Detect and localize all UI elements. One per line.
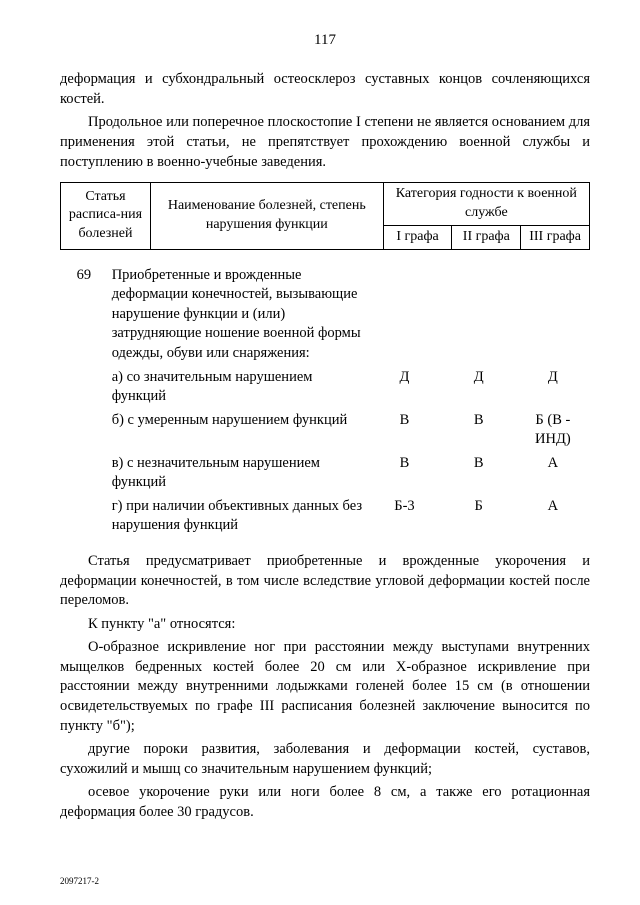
table-row: 69 Приобретенные и врожденные деформации… [60, 264, 590, 366]
cell: Д [442, 366, 516, 409]
th-col2: II графа [452, 225, 521, 249]
th-col3: III графа [521, 225, 590, 249]
article-table: 69 Приобретенные и врожденные деформации… [60, 264, 590, 538]
table-row: а) со значительным нарушением функций Д … [60, 366, 590, 409]
th-category: Категория годности к военной службе [383, 183, 589, 226]
document-page: 117 деформация и субхондральный остеоскл… [0, 0, 640, 905]
cell: В [367, 452, 441, 495]
table-row: б) с умеренным нарушением функций В В Б … [60, 409, 590, 452]
cell: Д [516, 366, 590, 409]
cell: Б (В - ИНД) [516, 409, 590, 452]
cell: А [516, 452, 590, 495]
table-row: г) при наличии объективных данных без на… [60, 495, 590, 538]
page-number: 117 [60, 30, 590, 50]
cell: Б-3 [367, 495, 441, 538]
paragraph-4: К пункту "а" относятся: [60, 615, 590, 635]
row-label: а) со значительным нарушением функций [108, 366, 368, 409]
th-name: Наименование болезней, степень нарушения… [150, 183, 383, 250]
cell: В [442, 452, 516, 495]
paragraph-1: деформация и субхондральный остеосклероз… [60, 70, 590, 109]
cell: В [367, 409, 441, 452]
paragraph-5: О-образное искривление ног при расстояни… [60, 638, 590, 736]
row-label: б) с умеренным нарушением функций [108, 409, 368, 452]
table-row: в) с незначительным нарушением функций В… [60, 452, 590, 495]
article-title: Приобретенные и врожденные деформации ко… [108, 264, 368, 366]
cell: Б [442, 495, 516, 538]
paragraph-6: другие пороки развития, заболевания и де… [60, 740, 590, 779]
paragraph-7: осевое укорочение руки или ноги более 8 … [60, 783, 590, 822]
th-col1: I графа [383, 225, 452, 249]
paragraph-3: Статья предусматривает приобретенные и в… [60, 552, 590, 611]
article-number: 69 [60, 264, 108, 366]
table-header: Статья расписа-ния болезней Наименование… [60, 182, 590, 250]
row-label: г) при наличии объективных данных без на… [108, 495, 368, 538]
cell: Д [367, 366, 441, 409]
row-label: в) с незначительным нарушением функций [108, 452, 368, 495]
th-article: Статья расписа-ния болезней [61, 183, 151, 250]
cell: В [442, 409, 516, 452]
paragraph-2: Продольное или поперечное плоскостопие I… [60, 113, 590, 172]
footer-id: 2097217-2 [60, 875, 99, 887]
cell: А [516, 495, 590, 538]
